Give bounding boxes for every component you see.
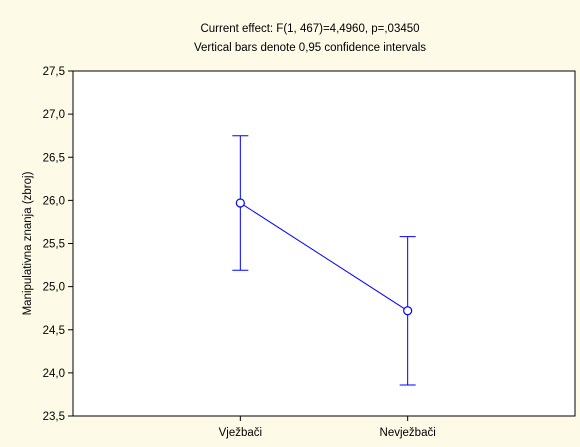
data-point [235,198,245,208]
x-tick-label: Nevježbači [380,427,436,439]
y-axis-ticks: 23,5 24,0 24,5 25,0 25,5 26,0 26,5 27,0 27,5 [43,66,73,423]
x-axis-ticks: Vježbači Nevježbači [219,416,436,439]
y-tick-label: 23,5 [43,411,65,423]
y-tick-label: 27,5 [43,66,65,78]
plot-area [72,70,576,417]
y-tick-label: 24,0 [43,368,65,380]
y-tick-label: 26,0 [43,195,65,207]
y-tick-label: 26,5 [43,152,65,164]
y-tick-label: 24,5 [43,325,65,337]
x-tick-label: Vježbači [219,427,262,439]
series-line [240,202,408,312]
y-tick-label: 25,5 [43,239,65,251]
y-tick-label: 27,0 [43,109,65,121]
chart-subtitle: Vertical bars denote 0,95 confidence int… [194,42,426,54]
data-point [403,306,413,316]
y-tick-label: 25,0 [43,282,65,294]
series-group [232,135,416,386]
y-axis-label: Manipulativna znanja (zbroj) [22,171,34,315]
chart-title: Current effect: F(1, 467)=4,4960, p=,034… [200,23,419,35]
